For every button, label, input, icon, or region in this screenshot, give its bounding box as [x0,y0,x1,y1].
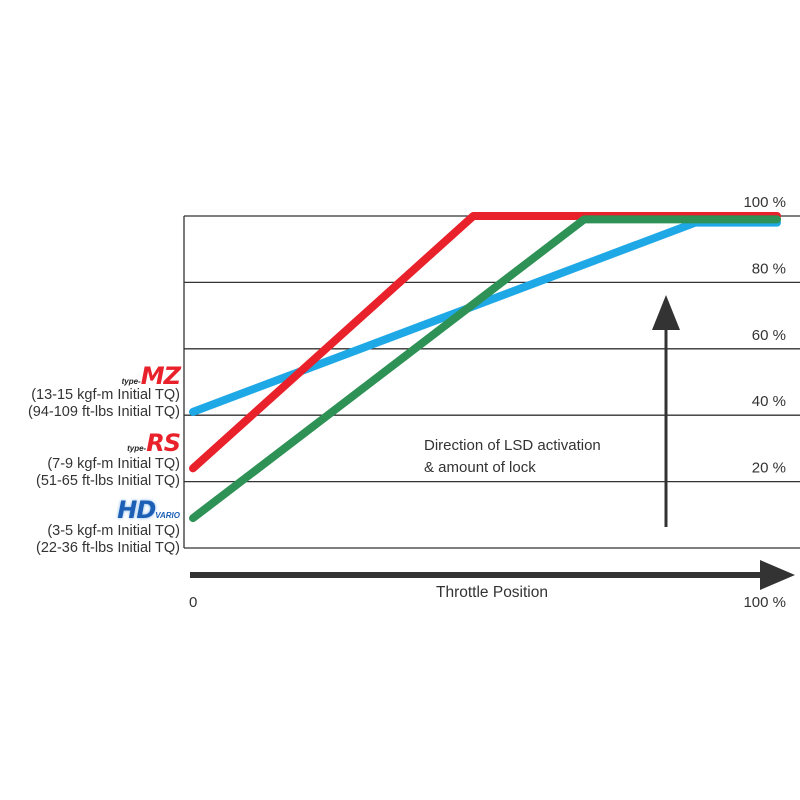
annotation-line-2: & amount of lock [424,459,536,476]
hd-kgf-label: (3-5 kgf-m Initial TQ) [47,523,180,539]
annotation-line-1: Direction of LSD activation [424,437,601,454]
x-axis-label: Throttle Position [436,584,548,601]
type-rs-logo: type-RS [127,429,181,457]
x-tick-label-0: 0 [189,594,197,611]
series-line-type-rs [189,212,781,473]
hd-vario-logo: HDVARIO [117,496,180,524]
series-line-hd-vario [189,215,781,523]
y-tick-label: 60 % [752,327,786,344]
y-tick-label: 20 % [752,460,786,477]
y-tick-label: 40 % [752,393,786,410]
type-rs-ftlbs-label: (51-65 ft-lbs Initial TQ) [36,473,180,489]
x-axis-arrow-head [760,560,795,590]
x-tick-label-100: 100 % [743,594,786,611]
lsd-direction-arrow-head [652,295,680,330]
y-tick-label: 100 % [743,194,786,211]
type-mz-kgf-label: (13-15 kgf-m Initial TQ) [31,387,180,403]
hd-ftlbs-label: (22-36 ft-lbs Initial TQ) [36,540,180,556]
y-tick-label: 80 % [752,260,786,277]
type-rs-kgf-label: (7-9 kgf-m Initial TQ) [47,456,180,472]
type-mz-ftlbs-label: (94-109 ft-lbs Initial TQ) [27,404,180,420]
type-mz-logo: type-MZ [121,362,181,390]
series-line-type-mz [189,218,781,416]
